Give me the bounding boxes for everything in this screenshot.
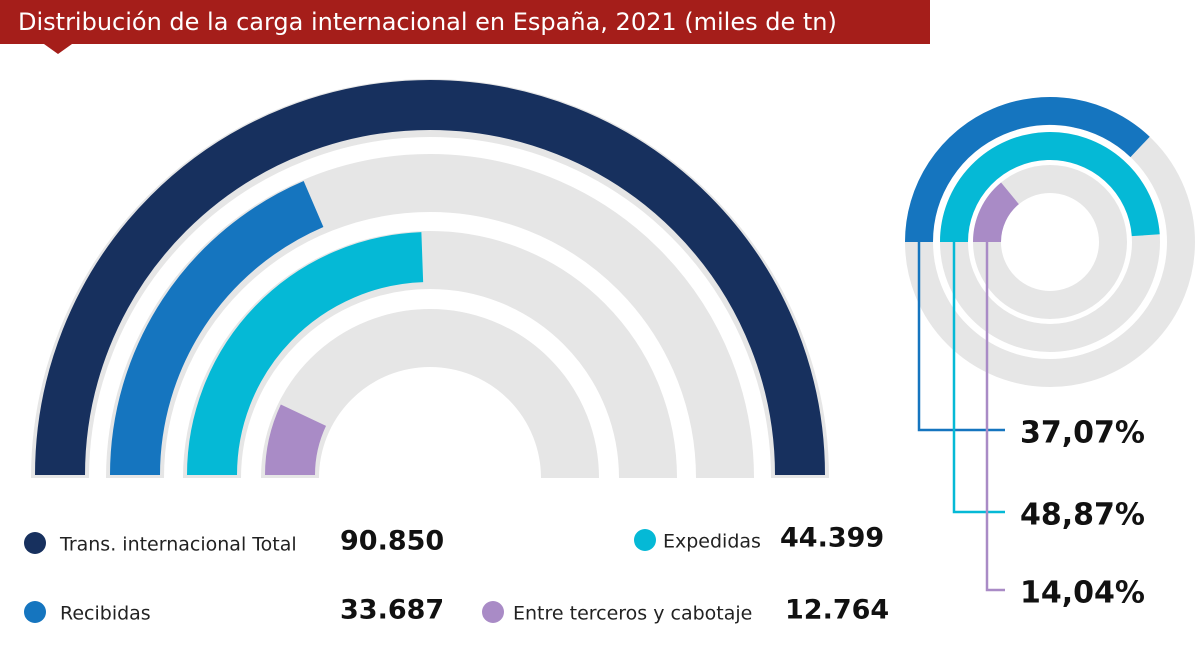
leader-line: [917, 242, 1005, 432]
value-label: 33.687: [340, 595, 444, 626]
title-pointer: [44, 44, 72, 54]
bar: [265, 404, 327, 476]
legend-key: [482, 601, 504, 623]
bar: [110, 181, 324, 476]
bar: [973, 182, 1020, 243]
value-label: 44.399: [780, 523, 884, 554]
legend-key: [24, 601, 46, 623]
bar: [187, 232, 424, 476]
legend-label: Recibidas: [60, 603, 151, 625]
value-label: 37,07%: [1020, 416, 1145, 451]
legend-label: Trans. internacional Total: [59, 534, 297, 556]
value-label: 90.850: [340, 526, 444, 557]
value-label: 48,87%: [1020, 498, 1145, 533]
legend-label: Expedidas: [663, 531, 761, 553]
leader-line: [985, 242, 1005, 592]
legend-key: [634, 529, 656, 551]
title-bar: [0, 0, 930, 44]
value-label: 12.764: [785, 595, 889, 626]
chart-title: Distribución de la carga internacional e…: [18, 8, 837, 36]
legend-key: [24, 532, 46, 554]
legend-label: Entre terceros y cabotaje: [513, 603, 752, 625]
bar: [35, 80, 825, 476]
bar: [940, 131, 1160, 243]
track: [261, 309, 599, 479]
value-label: 14,04%: [1020, 576, 1145, 611]
bar: [905, 97, 1150, 243]
